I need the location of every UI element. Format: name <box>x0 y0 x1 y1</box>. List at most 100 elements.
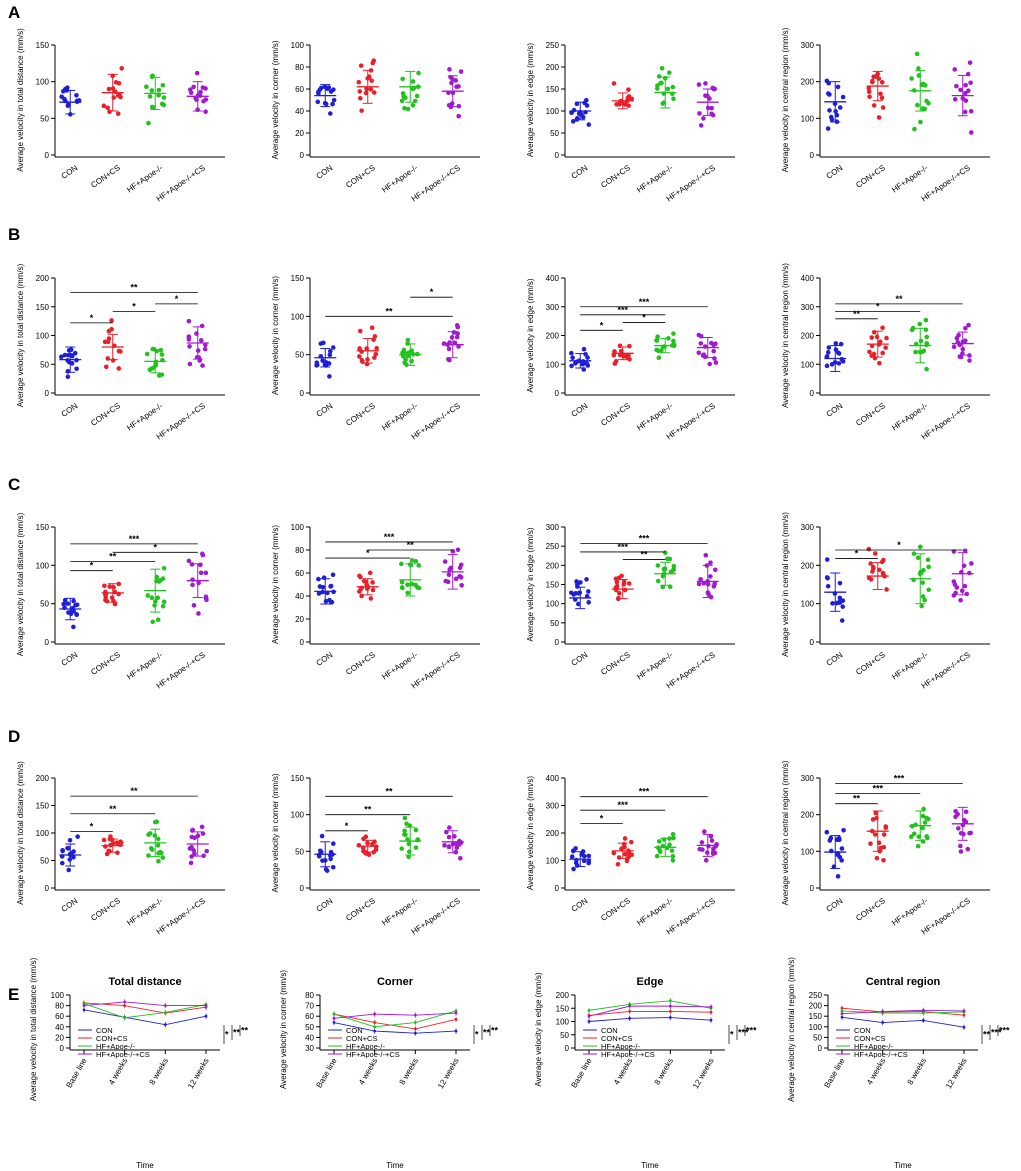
data-point <box>836 835 842 841</box>
legend-label: CON+CS <box>601 1034 632 1043</box>
data-point <box>74 602 80 608</box>
data-point <box>198 562 203 568</box>
data-point <box>361 848 366 854</box>
significance-label: * <box>855 548 859 558</box>
data-point <box>965 846 971 852</box>
data-point <box>406 854 411 860</box>
data-point <box>954 83 959 89</box>
panel-D-2: 0 50 100 150 Average velocity in corner (mm/… <box>271 773 480 937</box>
series-point <box>413 1013 417 1017</box>
data-point <box>319 849 324 855</box>
data-point <box>925 557 931 562</box>
data-point <box>71 849 76 854</box>
data-point <box>159 372 165 377</box>
legend-label: HF+Apoe-/- <box>346 1042 385 1051</box>
category-label: HF+Apoe-/- <box>380 401 419 432</box>
y-tick-label: 200 <box>36 274 50 283</box>
category-label: CON+CS <box>344 401 377 428</box>
data-point <box>458 855 463 861</box>
data-point <box>824 363 830 369</box>
category-label: CON+CS <box>599 650 632 677</box>
data-point <box>669 848 675 853</box>
data-point <box>203 342 208 348</box>
category-label: HF+Apoe-/- <box>890 163 929 194</box>
data-point <box>364 346 369 351</box>
data-point <box>703 552 709 558</box>
series-line <box>83 1003 207 1019</box>
data-point <box>103 844 108 849</box>
data-point <box>330 864 336 870</box>
y-tick-label: 250 <box>546 542 560 551</box>
y-tick-label: 50 <box>550 129 559 138</box>
category-label: HF+Apoe-/- <box>125 163 164 194</box>
x-tick-label: Base line <box>569 1056 594 1089</box>
data-point <box>625 95 631 101</box>
series-point <box>123 1016 127 1020</box>
series-point <box>82 1004 86 1007</box>
data-point <box>446 346 452 352</box>
data-point <box>917 544 923 550</box>
x-tick-label: 8 weeks <box>148 1057 170 1087</box>
data-point <box>872 551 878 556</box>
data-point <box>836 351 842 356</box>
data-point <box>147 94 153 99</box>
data-point <box>317 87 323 93</box>
data-point <box>836 361 842 366</box>
y-tick-label: 100 <box>546 857 560 866</box>
y-tick-label: 60 <box>295 85 304 94</box>
data-point <box>968 830 974 836</box>
category-label: CON <box>825 896 845 914</box>
data-point <box>454 334 460 340</box>
series-point <box>204 1014 208 1018</box>
data-point <box>358 63 364 68</box>
series-line <box>841 1010 965 1014</box>
x-tick-label: 4 weeks <box>107 1057 129 1087</box>
significance-label: ** <box>853 309 861 319</box>
data-point <box>65 845 70 851</box>
y-axis-label: Average velocity in central region (mm/s… <box>781 760 790 905</box>
y-tick-label: 0 <box>555 389 560 398</box>
series-point <box>163 1023 167 1027</box>
data-point <box>106 86 112 92</box>
data-point <box>69 360 75 366</box>
data-point <box>149 595 155 600</box>
data-point <box>915 555 921 561</box>
data-point <box>357 328 363 334</box>
data-point <box>579 361 585 367</box>
data-point <box>186 337 192 342</box>
data-point <box>107 584 113 589</box>
data-point <box>708 833 714 839</box>
y-tick-label: 100 <box>36 829 50 838</box>
data-point <box>586 122 592 127</box>
data-point <box>654 853 660 859</box>
data-point <box>713 360 719 365</box>
series-point <box>373 1025 377 1029</box>
series-line <box>333 1013 457 1030</box>
data-point <box>922 820 928 825</box>
data-point <box>924 366 929 372</box>
data-point <box>447 340 452 345</box>
data-point <box>445 579 451 585</box>
data-point <box>68 347 74 353</box>
data-point <box>840 598 846 603</box>
y-tick-label: 400 <box>546 774 560 783</box>
significance-label: ** <box>407 540 415 550</box>
data-point <box>670 853 676 859</box>
x-tick-label: 4 weeks <box>357 1057 379 1087</box>
data-point <box>187 344 192 349</box>
data-point <box>824 557 830 562</box>
data-point <box>884 335 889 341</box>
data-point <box>570 848 576 854</box>
data-point <box>455 331 460 336</box>
data-point <box>883 345 888 350</box>
y-tick-label: 80 <box>305 991 314 1000</box>
data-point <box>709 838 715 843</box>
data-point <box>370 587 376 593</box>
data-point <box>924 341 930 346</box>
data-point <box>920 825 925 831</box>
data-point <box>918 338 924 344</box>
data-point <box>880 350 885 356</box>
data-point <box>915 102 920 108</box>
data-point <box>320 858 325 863</box>
